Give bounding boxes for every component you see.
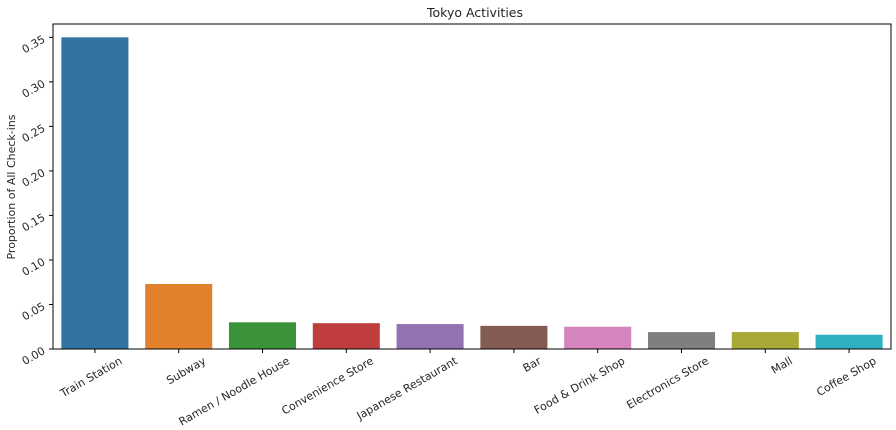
- bar: [564, 326, 632, 349]
- bar: [312, 323, 380, 349]
- y-axis-label: Proportion of All Check-ins: [5, 114, 18, 259]
- y-tick-label: 0.05: [20, 300, 48, 324]
- x-tick-label: Bar: [521, 354, 544, 375]
- bars-group: [61, 37, 883, 349]
- bar: [145, 284, 213, 349]
- x-tick-label: Train Station: [57, 354, 124, 400]
- bar: [731, 332, 799, 349]
- bar: [480, 325, 548, 349]
- y-axis-ticks: 0.00 0.05 0.10 0.15 0.20 0.25 0.30 0.35: [20, 33, 53, 368]
- y-tick-label: 0.15: [20, 211, 48, 235]
- chart-title: Tokyo Activities: [426, 5, 523, 20]
- y-tick-label: 0.00: [20, 344, 48, 368]
- y-tick-label: 0.25: [20, 122, 48, 146]
- x-tick-label: Food & Drink Shop: [532, 354, 627, 417]
- plot-frame: [52, 23, 892, 350]
- bar: [61, 37, 129, 349]
- y-tick-label: 0.20: [20, 166, 48, 190]
- y-tick-label: 0.30: [20, 77, 48, 101]
- bar: [815, 334, 883, 349]
- y-tick-label: 0.10: [20, 255, 48, 279]
- bar: [396, 324, 464, 349]
- x-tick-label: Coffee Shop: [814, 354, 878, 399]
- x-tick-label: Electronics Store: [624, 354, 711, 412]
- x-tick-label: Subway: [164, 354, 208, 387]
- x-tick-label: Mall: [769, 354, 795, 376]
- bar: [647, 332, 716, 349]
- bar: [228, 322, 297, 349]
- y-tick-label: 0.35: [20, 33, 48, 57]
